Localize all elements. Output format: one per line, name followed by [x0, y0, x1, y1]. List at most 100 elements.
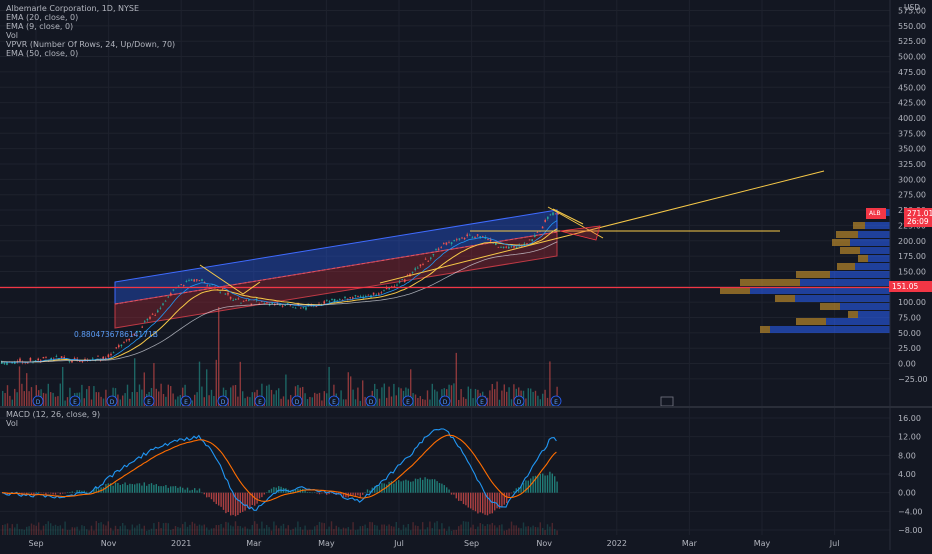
- macd-volume-bar: [71, 527, 73, 535]
- macd-volume-bar: [366, 527, 369, 535]
- macd-histogram-bar: [62, 492, 64, 494]
- volume-bar: [510, 399, 513, 407]
- macd-histogram-bar: [254, 492, 256, 506]
- candle-body: [107, 354, 110, 358]
- macd-volume-bar: [460, 524, 462, 535]
- macd-volume-bar: [542, 527, 544, 535]
- macd-volume-bar: [100, 522, 102, 535]
- candle-body: [170, 293, 172, 296]
- macd-histogram-bar: [93, 489, 95, 493]
- macd-histogram-bar: [227, 492, 229, 513]
- volume-bar: [69, 387, 71, 407]
- macd-volume-bar: [424, 529, 426, 535]
- candle-body: [388, 287, 390, 290]
- macd-volume-bar: [398, 527, 400, 535]
- volume-bar: [18, 366, 21, 407]
- legend-vpvr[interactable]: VPVR (Number Of Rows, 24, Up/Down, 70): [6, 40, 176, 49]
- legend-ema20[interactable]: EMA (20, close, 0): [6, 13, 79, 22]
- candle-body: [287, 303, 289, 305]
- candle-body: [305, 307, 307, 310]
- candle-body: [159, 307, 162, 309]
- candle-body: [188, 280, 190, 282]
- volume-bar: [30, 387, 33, 407]
- macd-histogram-bar: [124, 482, 126, 493]
- regression-channel[interactable]: [114, 209, 558, 329]
- macd-histogram-bar: [179, 486, 181, 493]
- candle-body: [60, 356, 63, 359]
- volume-bar: [213, 396, 215, 407]
- volume-bar: [242, 391, 244, 407]
- price-tick-label: 200.00: [898, 237, 926, 246]
- volume-bar: [374, 383, 376, 407]
- candle-body: [328, 301, 331, 303]
- volume-bar: [191, 400, 193, 407]
- volume-bar: [386, 397, 388, 407]
- target-zone: [559, 225, 601, 241]
- legend-ema50[interactable]: EMA (50, close, 0): [6, 49, 79, 58]
- volume-bar: [458, 399, 460, 407]
- macd-volume-bar: [225, 521, 227, 535]
- currency-label[interactable]: USD: [903, 3, 920, 12]
- volume-bar: [174, 399, 177, 407]
- macd-volume-bar: [292, 528, 294, 535]
- volume-bar: [23, 391, 25, 407]
- macd-volume-bar: [179, 527, 181, 535]
- vpvr-down-row: [740, 279, 800, 286]
- trend-drawings[interactable]: [0, 170, 890, 295]
- candle-body: [203, 281, 206, 284]
- macd-volume-bar: [359, 526, 361, 535]
- macd-histogram-bar: [278, 486, 280, 493]
- macd-histogram-bar: [340, 492, 342, 495]
- candle-body: [461, 237, 463, 239]
- macd-volume-bar: [347, 527, 349, 535]
- candle-body: [102, 356, 104, 360]
- legend-macd[interactable]: MACD (12, 26, close, 9): [6, 410, 101, 419]
- macd-volume-bar: [222, 527, 225, 535]
- macd-histogram-bar: [398, 480, 400, 493]
- macd-volume-bar: [210, 528, 213, 535]
- candle-body: [112, 352, 115, 354]
- macd-volume-bar: [45, 523, 47, 535]
- macd-histogram-bar: [390, 481, 393, 493]
- macd-histogram-bar: [326, 492, 328, 495]
- macd-volume-bar: [54, 524, 57, 535]
- macd-volume-bar: [335, 525, 337, 535]
- macd-histogram-bar: [237, 492, 239, 516]
- macd-volume-bar: [28, 526, 30, 535]
- macd-histogram-bar: [419, 477, 421, 493]
- macd-volume-bar: [126, 529, 129, 535]
- volume-bar: [345, 399, 347, 407]
- macd-histogram-bar: [158, 486, 160, 493]
- volume-bar: [309, 396, 311, 407]
- legend-title[interactable]: Albemarle Corporation, 1D, NYSE: [6, 4, 140, 13]
- volume-bar: [311, 397, 313, 407]
- volume-bar: [506, 391, 508, 407]
- volume-bar: [323, 391, 325, 407]
- volume-bar: [160, 383, 162, 407]
- macd-volume-bar: [330, 521, 333, 535]
- macd-histogram-bar: [525, 480, 527, 493]
- macd-volume-bar: [393, 526, 395, 535]
- legend-ema9[interactable]: EMA (9, close, 0): [6, 22, 74, 31]
- macd-volume-bar: [364, 524, 366, 535]
- volume-bar: [357, 387, 359, 407]
- legend-macd-vol[interactable]: Vol: [6, 419, 18, 428]
- candle-body: [183, 285, 185, 286]
- macd-histogram-bar: [239, 492, 241, 513]
- macd-volume-bar: [290, 530, 292, 535]
- candle-body: [92, 358, 94, 360]
- vpvr-down-row: [837, 263, 855, 270]
- vpvr-down-row: [796, 318, 826, 325]
- legend-vol[interactable]: Vol: [6, 31, 18, 40]
- macd-volume-bar: [244, 526, 246, 535]
- macd-volume-bar: [525, 526, 527, 535]
- macd-histogram-bar: [134, 484, 136, 493]
- candle-body: [336, 300, 338, 302]
- macd-volume-bar: [196, 525, 198, 535]
- volume-bar: [376, 389, 378, 407]
- event-marker-label: D: [110, 399, 115, 406]
- candle-body: [357, 296, 359, 298]
